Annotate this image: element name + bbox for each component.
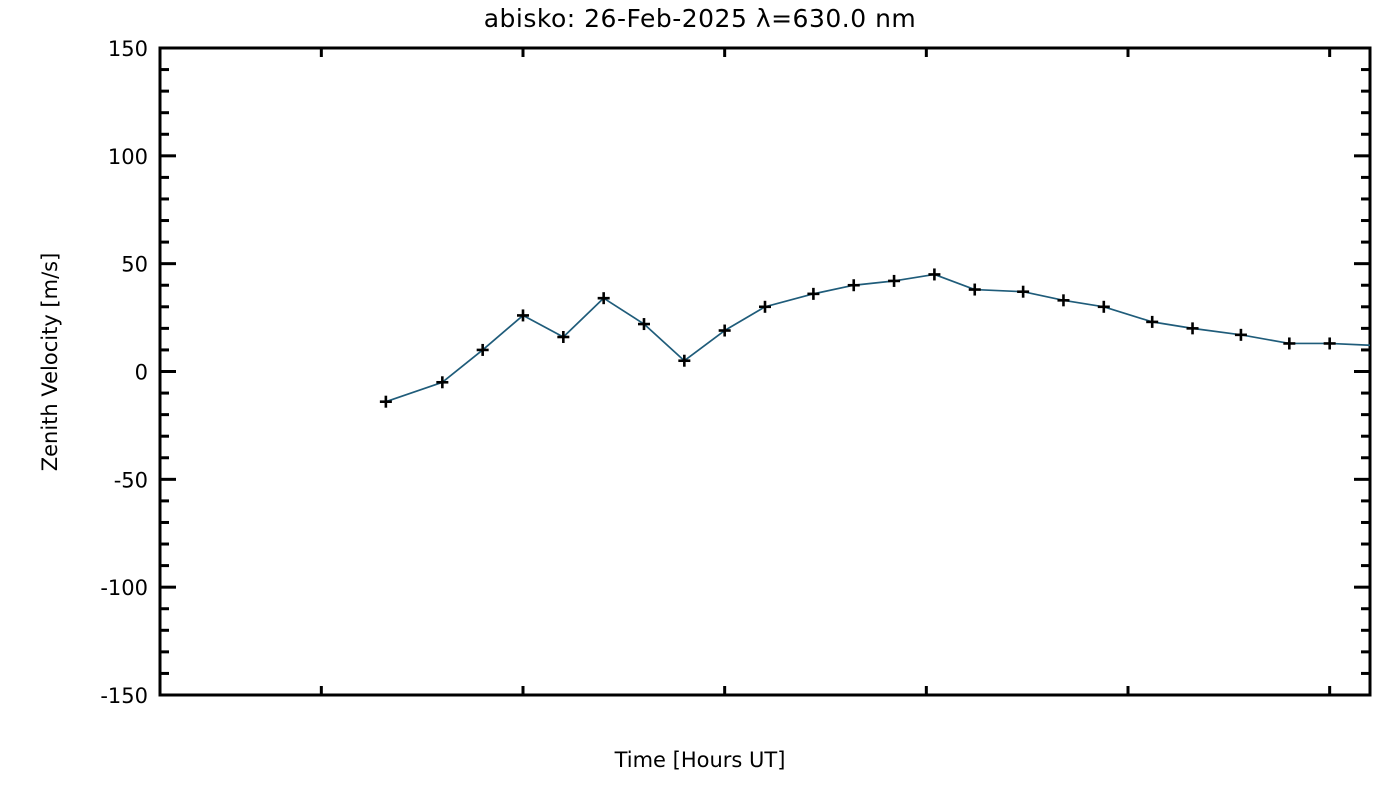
series-line xyxy=(385,273,1370,403)
y-tick-label: -50 xyxy=(114,468,148,492)
series-markers xyxy=(379,268,1336,408)
y-tick-label: 50 xyxy=(121,253,148,277)
y-tick-label: -150 xyxy=(100,684,148,708)
axes-layer xyxy=(158,46,1372,697)
y-tick-label: -100 xyxy=(100,576,148,600)
plot-title: abisko: 26-Feb-2025 λ=630.0 nm xyxy=(483,4,917,33)
plot-frame xyxy=(158,46,1372,697)
clipped-data xyxy=(379,268,1370,408)
x-axis-label: Time [Hours UT] xyxy=(614,748,786,772)
y-tick-label: 150 xyxy=(108,37,148,61)
tick-labels-layer: -150 -100 -50 0 50 100 150 xyxy=(100,37,148,708)
data-series-layer xyxy=(379,268,1370,408)
y-tick-label: 0 xyxy=(135,361,148,385)
y-tick-label: 100 xyxy=(108,145,148,169)
